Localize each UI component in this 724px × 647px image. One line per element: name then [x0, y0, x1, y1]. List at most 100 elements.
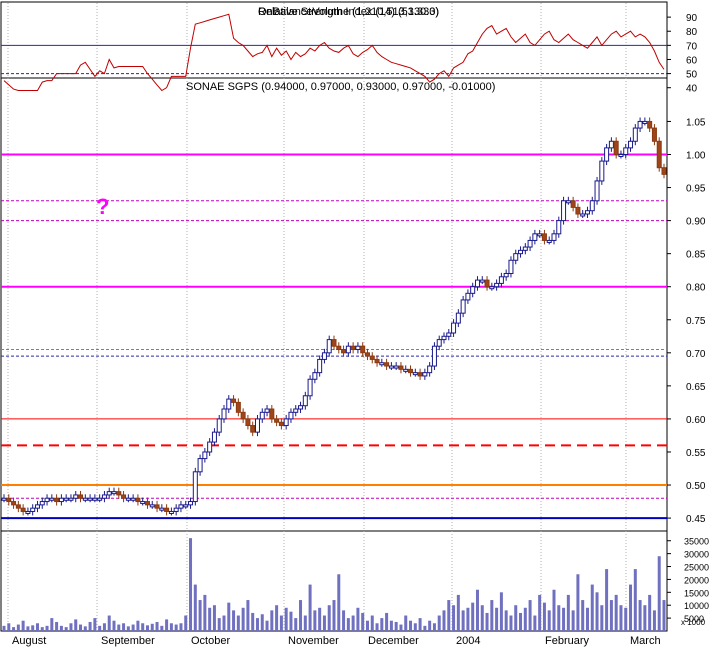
volume-bar	[648, 594, 652, 631]
volume-bar	[212, 605, 216, 631]
axes: 40 50 60 70 80 90 0.45 0.50 0.55 0.60 0.65 0.70 0.75…	[12, 13, 709, 647]
price-bar-body	[551, 233, 557, 241]
volume-bar	[538, 594, 542, 631]
volume-bar	[169, 623, 173, 631]
volume-bar	[528, 600, 532, 631]
price-bar-body	[63, 497, 69, 501]
volume-bar	[102, 623, 106, 631]
x-axis-label: March	[630, 635, 661, 647]
price-bar-body	[168, 510, 174, 514]
volume-bar	[55, 621, 59, 631]
volume-bar	[299, 600, 303, 631]
volume-bar	[40, 627, 44, 631]
price-bar-body	[15, 504, 21, 509]
price-tick-label: 0.60	[686, 415, 706, 426]
price-bar-body	[561, 200, 567, 222]
volume-bar	[265, 620, 269, 631]
volume-bar	[117, 624, 121, 631]
volume-bar	[361, 612, 365, 631]
volume-tick-label: 35000	[684, 537, 709, 547]
price-bar-body	[197, 458, 203, 473]
price-bar-body	[144, 501, 150, 506]
price-title: SONAE SGPS (0.94000, 0.97000, 0.93000, 0…	[186, 81, 495, 93]
volume-bar	[499, 592, 503, 631]
price-bar-body	[211, 431, 217, 443]
price-bar-body	[135, 497, 141, 503]
volume-bar	[542, 602, 546, 631]
price-bar-body	[455, 312, 461, 324]
volume-bar	[614, 594, 618, 631]
volume-bar	[198, 600, 202, 631]
price-bar-body	[508, 259, 514, 274]
price-bar-body	[188, 501, 194, 506]
volume-bar	[83, 626, 87, 631]
volume-bar	[318, 607, 322, 631]
price-bar-body	[532, 233, 538, 241]
price-bar-body	[97, 497, 103, 501]
volume-bar	[595, 592, 599, 631]
price-bar-body	[121, 494, 127, 499]
volume-bar	[346, 618, 350, 631]
price-bar-body	[226, 398, 232, 410]
volume-bar	[485, 612, 489, 631]
volume-bar	[64, 627, 68, 631]
volume-bar	[394, 621, 398, 631]
volume-bar	[600, 605, 604, 631]
price-tick-label: 0.90	[686, 217, 706, 228]
price-bar-body	[25, 510, 31, 514]
price-bar-body	[388, 365, 394, 369]
volume-bar	[184, 615, 188, 631]
volume-bar	[576, 574, 580, 631]
volume-bar	[590, 584, 594, 631]
price-bar-body	[34, 504, 40, 509]
price-bar-body	[336, 345, 342, 351]
volume-bar	[88, 621, 92, 631]
price-bar-body	[651, 127, 657, 142]
price-bar-body	[374, 358, 380, 364]
price-bar-body	[254, 418, 260, 433]
price-bar-body	[632, 127, 638, 142]
volume-bar	[260, 614, 264, 631]
price-bar-body	[130, 497, 136, 501]
rsi-line	[3, 13, 665, 92]
price-bar-body	[298, 405, 304, 410]
price-bar-body	[503, 272, 509, 278]
price-bar-body	[484, 279, 490, 288]
price-bar-body	[417, 372, 423, 377]
volume-bar	[375, 623, 379, 631]
volume-bar	[279, 615, 283, 631]
price-bar-body	[661, 167, 667, 175]
price-bar-body	[278, 421, 284, 427]
x-axis-label: December	[368, 635, 419, 647]
volume-bar	[322, 615, 326, 631]
price-bar-body	[87, 497, 93, 501]
volume-bar	[275, 605, 279, 631]
question-mark-annotation: ?	[96, 194, 109, 219]
volume-bar	[533, 615, 537, 631]
price-bar-body	[474, 279, 480, 288]
volume-multiplier-label: x 1000	[681, 618, 706, 627]
volume-bar	[31, 625, 35, 631]
volume-bar	[490, 600, 494, 631]
volume-bar	[437, 615, 441, 631]
price-bar-body	[498, 276, 504, 284]
price-bar-body	[49, 497, 55, 501]
price-bar-body	[58, 497, 64, 503]
price-bar-body	[589, 200, 595, 212]
volume-bar	[174, 624, 178, 631]
volume-bar	[45, 625, 49, 631]
volume-bar	[241, 607, 245, 631]
volume-bar	[16, 624, 20, 631]
price-bar-body	[312, 372, 318, 380]
price-bar-body	[441, 335, 447, 341]
volume-tick-label: 5000	[684, 614, 704, 624]
volume-bar	[155, 621, 159, 631]
volume-bar	[294, 618, 298, 631]
volume-bar	[165, 619, 169, 631]
volume-bar	[605, 569, 609, 631]
price-bar-body	[101, 494, 107, 499]
volume-bar	[662, 600, 666, 631]
price-bar-body	[250, 425, 256, 433]
price-bar-body	[341, 349, 347, 354]
price-bar-body	[288, 411, 294, 420]
